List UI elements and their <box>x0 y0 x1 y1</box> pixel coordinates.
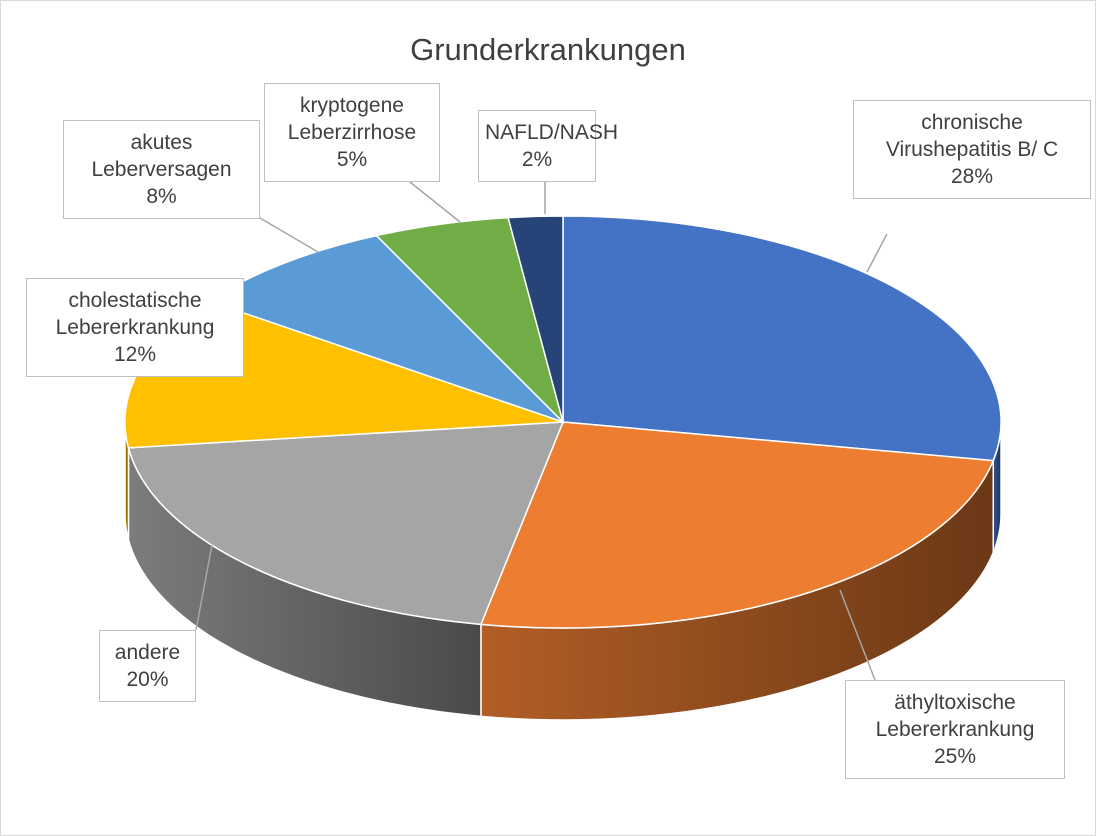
value-label: 5% <box>336 148 368 171</box>
leader-line <box>259 217 319 253</box>
pie-slice <box>507 215 564 423</box>
data-label: kryptogene Leberzirrhose 5% <box>264 83 440 182</box>
value-label: 25% <box>933 745 977 768</box>
pie-slice <box>127 421 565 626</box>
pie-slice <box>562 215 1002 462</box>
leader-line <box>839 589 876 681</box>
value-label: 28% <box>950 165 994 188</box>
value-label: 12% <box>113 343 157 366</box>
data-label: NAFLD/NASH 2% <box>478 110 619 182</box>
pie-slice <box>479 421 995 629</box>
leader-line <box>195 544 213 631</box>
data-label: andere 20% <box>99 630 196 702</box>
data-label: äthyltoxische Lebererkrankung 25% <box>845 680 1065 779</box>
data-label: cholestatische Lebererkrankung 12% <box>26 278 244 377</box>
category-label: NAFLD/NASH <box>485 121 619 144</box>
data-label: chronische Virushepatitis B/ C 28% <box>853 100 1091 199</box>
category-label: cholestatische Lebererkrankung <box>55 289 215 339</box>
category-label: äthyltoxische Lebererkrankung <box>875 691 1035 741</box>
category-label: chronische Virushepatitis B/ C <box>885 111 1059 161</box>
leader-line <box>866 233 888 273</box>
value-label: 2% <box>521 148 553 171</box>
leader-line <box>409 181 461 223</box>
category-label: kryptogene Leberzirrhose <box>287 94 417 144</box>
category-label: akutes Leberversagen <box>91 131 232 181</box>
value-label: 8% <box>146 185 177 208</box>
value-label: 20% <box>126 668 169 691</box>
chart-title: Grunderkrankungen <box>410 32 686 67</box>
category-label: andere <box>114 641 181 664</box>
data-label: akutes Leberversagen 8% <box>63 120 260 219</box>
